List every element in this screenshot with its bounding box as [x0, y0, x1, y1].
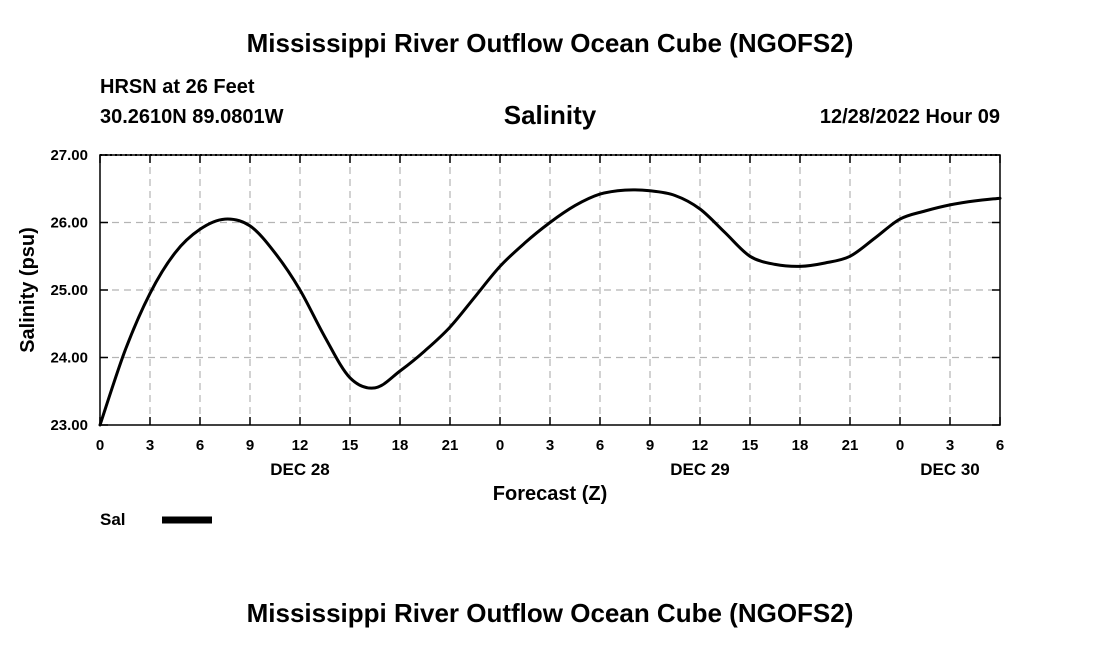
date-labels: DEC 28 DEC 29 DEC 30 [270, 460, 980, 479]
main-title: Mississippi River Outflow Ocean Cube (NG… [246, 28, 854, 58]
x-tick-label: 0 [496, 437, 504, 454]
x-tick-label: 6 [996, 437, 1004, 454]
x-tick-label: 3 [146, 437, 154, 454]
forecast-datetime: 12/28/2022 Hour 09 [819, 106, 1000, 128]
x-tick-label: 0 [96, 437, 104, 454]
variable-title: Salinity [503, 100, 597, 130]
y-axis-label: Salinity (psu) [17, 227, 39, 353]
x-tick-label: 18 [392, 437, 409, 454]
x-axis-label: Forecast (Z) [493, 483, 607, 505]
y-tick-labels: 23.00 24.00 25.00 26.00 27.00 [50, 147, 88, 434]
date-label: DEC 30 [920, 460, 980, 479]
station-label: HRSN at 26 Feet [100, 76, 255, 98]
x-tick-label: 0 [896, 437, 904, 454]
x-tick-label: 12 [692, 437, 709, 454]
x-tick-label: 9 [246, 437, 254, 454]
x-tick-label: 12 [292, 437, 309, 454]
y-tick-label: 23.00 [50, 417, 88, 434]
y-tick-label: 24.00 [50, 350, 88, 367]
y-tick-label: 26.00 [50, 215, 88, 232]
date-label: DEC 29 [670, 460, 730, 479]
station-coordinates: 30.2610N 89.0801W [100, 106, 284, 128]
x-tick-label: 21 [442, 437, 459, 454]
y-tick-label: 27.00 [50, 147, 88, 164]
x-tick-label: 21 [842, 437, 859, 454]
x-tick-label: 18 [792, 437, 809, 454]
x-tick-labels: 0 3 6 9 12 15 18 21 0 3 6 9 12 15 18 21 0 3 6 [96, 437, 1004, 454]
date-label: DEC 28 [270, 460, 330, 479]
x-tick-label: 15 [342, 437, 359, 454]
x-tick-label: 9 [646, 437, 654, 454]
y-tick-label: 25.00 [50, 282, 88, 299]
series-line-sal [98, 188, 1002, 427]
x-tick-label: 3 [946, 437, 954, 454]
x-tick-label: 3 [546, 437, 554, 454]
grid-layer [100, 155, 1000, 425]
x-tick-label: 15 [742, 437, 759, 454]
x-tick-label: 6 [596, 437, 604, 454]
footer-title: Mississippi River Outflow Ocean Cube (NG… [246, 598, 854, 628]
x-tick-label: 6 [196, 437, 204, 454]
legend-label: Sal [100, 510, 126, 529]
